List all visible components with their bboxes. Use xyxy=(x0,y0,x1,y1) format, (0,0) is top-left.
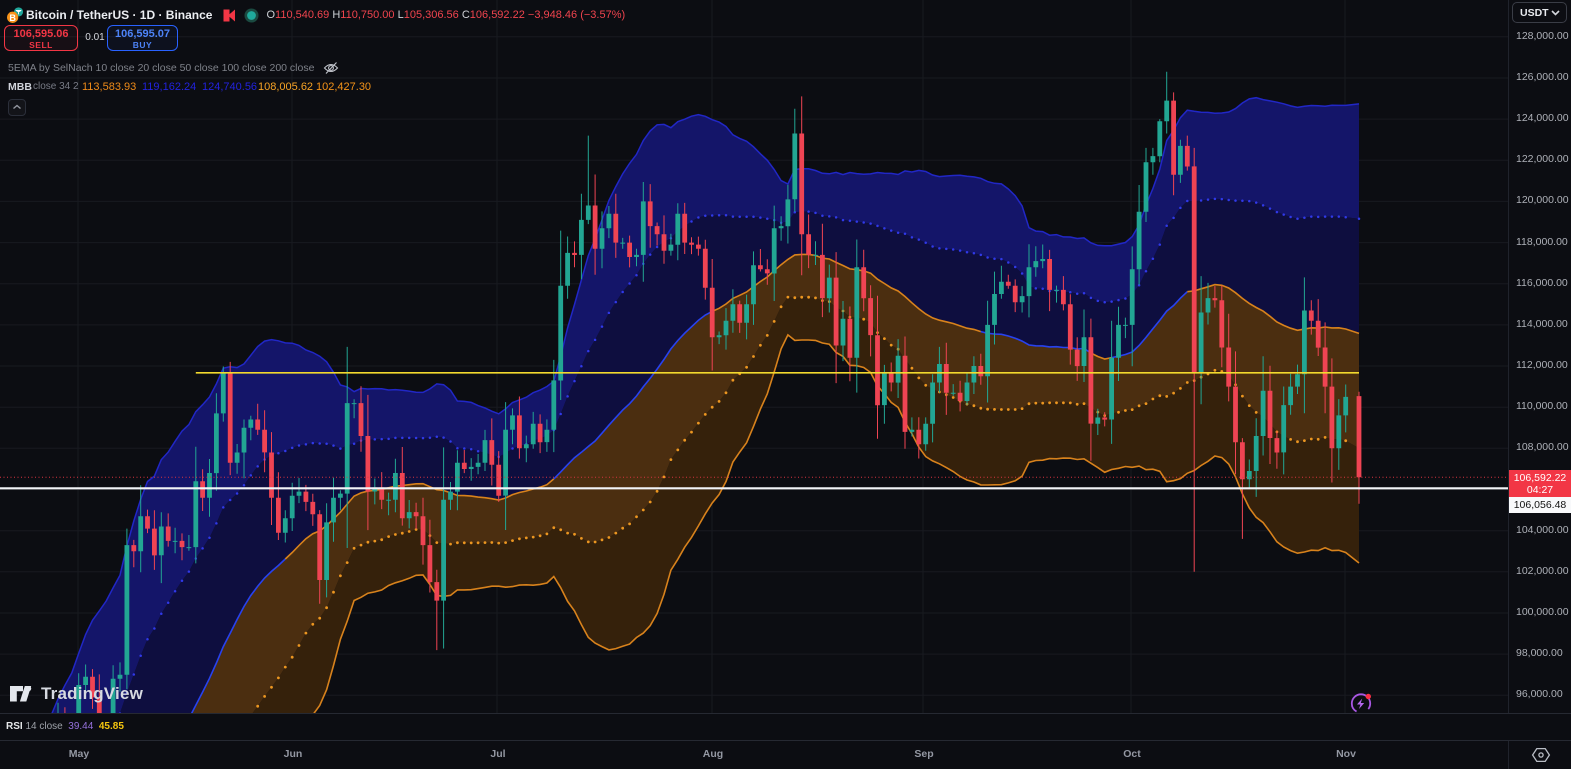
svg-text:B: B xyxy=(9,12,16,22)
